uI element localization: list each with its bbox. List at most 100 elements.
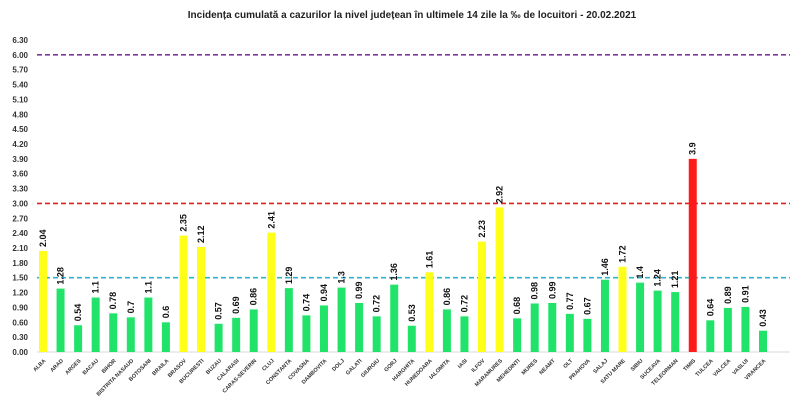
data-label: 1.4: [635, 266, 645, 279]
bar: [460, 316, 469, 352]
bar: [688, 158, 697, 352]
data-label: 1.24: [653, 269, 663, 287]
data-label: 1.28: [56, 267, 66, 285]
threshold-lines: [37, 54, 790, 279]
bar: [249, 309, 258, 352]
data-label: 2.23: [477, 220, 487, 238]
data-label: 0.91: [740, 285, 750, 303]
data-label: 1.21: [670, 271, 680, 289]
y-tick-label: 3.60: [12, 170, 28, 179]
data-label: 1.61: [424, 251, 434, 269]
data-label: 0.69: [231, 296, 241, 314]
y-tick-label: 3.30: [12, 185, 28, 194]
y-tick-label: 0.30: [12, 333, 28, 342]
bar: [741, 306, 750, 352]
data-label: 0.99: [547, 281, 557, 299]
data-label: 3.9: [688, 142, 698, 155]
data-label: 1.36: [389, 263, 399, 281]
y-tick-label: 5.70: [12, 66, 28, 75]
data-label: 1.29: [284, 267, 294, 285]
bar: [319, 305, 328, 352]
y-tick-label: 5.10: [12, 95, 28, 104]
x-tick-label: DOLJ: [331, 358, 346, 373]
bar: [109, 313, 118, 352]
y-axis: 0.00 0.30 0.60 0.90 1.20 1.50 1.80 2.10 2.40 2.70…: [12, 36, 790, 357]
x-tick-label: CARAS-SEVERIN: [222, 358, 258, 394]
data-label: 0.53: [407, 304, 417, 322]
bar: [759, 330, 767, 352]
bar: [583, 318, 592, 352]
data-label: 0.64: [705, 299, 715, 317]
y-tick-label: 1.50: [12, 274, 28, 283]
bar: [197, 247, 206, 352]
data-label: 0.94: [319, 284, 329, 302]
y-tick-label: 6.30: [12, 36, 28, 45]
bar: [126, 317, 135, 352]
y-tick-label: 0.60: [12, 318, 28, 327]
data-label: 0.89: [723, 286, 733, 304]
data-label: 0.7: [126, 301, 136, 314]
data-label: 2.04: [38, 229, 48, 247]
data-label: 0.74: [301, 294, 311, 312]
x-tick-label: TIMIS: [683, 358, 698, 373]
x-tick-label: ALBA: [32, 358, 47, 373]
x-tick-label: ARAD: [49, 358, 64, 373]
bar: [302, 315, 311, 352]
bar: [706, 320, 715, 352]
x-tick-label: BIHOR: [101, 358, 118, 375]
y-tick-label: 2.70: [12, 214, 28, 223]
y-tick-label: 1.80: [12, 259, 28, 268]
bar: [91, 297, 100, 352]
x-tick-label: CLUJ: [261, 358, 275, 372]
bar: [618, 266, 627, 352]
data-label: 0.86: [249, 288, 259, 306]
data-label: 2.12: [196, 225, 206, 243]
x-tick-label: GIURGIU: [360, 358, 381, 379]
bar: [214, 323, 223, 352]
bar: [372, 316, 381, 352]
bar: [161, 322, 170, 352]
data-label: 0.72: [372, 295, 382, 313]
data-label: 1.1: [91, 281, 101, 294]
data-label: 0.6: [161, 306, 171, 319]
bar: [548, 302, 557, 352]
data-label: 0.86: [442, 288, 452, 306]
data-label: 0.98: [530, 282, 540, 300]
bar: [144, 297, 153, 352]
bar: [284, 288, 293, 352]
data-label: 0.78: [108, 292, 118, 310]
bar: [407, 325, 416, 352]
x-tick-label: SALAJ: [592, 358, 609, 375]
bar: [723, 307, 732, 352]
y-tick-label: 0.00: [12, 348, 28, 357]
data-label: 0.99: [354, 281, 364, 299]
y-tick-label: 2.40: [12, 229, 28, 238]
x-tick-label: IASI: [457, 358, 469, 370]
y-tick-label: 4.20: [12, 140, 28, 149]
bar: [565, 313, 574, 352]
data-label: 0.43: [758, 309, 768, 327]
y-tick-label: 5.40: [12, 81, 28, 90]
x-tick-label: ILFOV: [471, 358, 487, 374]
bar: [513, 318, 522, 352]
data-label: 1.46: [600, 258, 610, 276]
bar: [530, 303, 539, 352]
data-label: 1.3: [337, 271, 347, 284]
data-label: 0.68: [512, 297, 522, 315]
bar: [478, 241, 487, 352]
bar: [390, 284, 399, 352]
data-label: 1.72: [618, 245, 628, 263]
bar: [267, 232, 276, 352]
data-label: 0.57: [214, 302, 224, 320]
data-labels: 2.04 1.28 0.54 1.1 0.78 0.7 1.1 0.6 2.35 2.12 0.57…: [38, 142, 768, 326]
bar: [425, 272, 434, 352]
data-label: 0.54: [73, 304, 83, 322]
x-tick-label: TULCEA: [695, 358, 715, 378]
data-label: 1.1: [143, 281, 153, 294]
x-tick-label: SIBIU: [630, 358, 645, 373]
chart-title: Incidența cumulată a cazurilor la nivel …: [188, 10, 637, 21]
data-label: 0.67: [582, 297, 592, 315]
bar: [495, 207, 504, 352]
